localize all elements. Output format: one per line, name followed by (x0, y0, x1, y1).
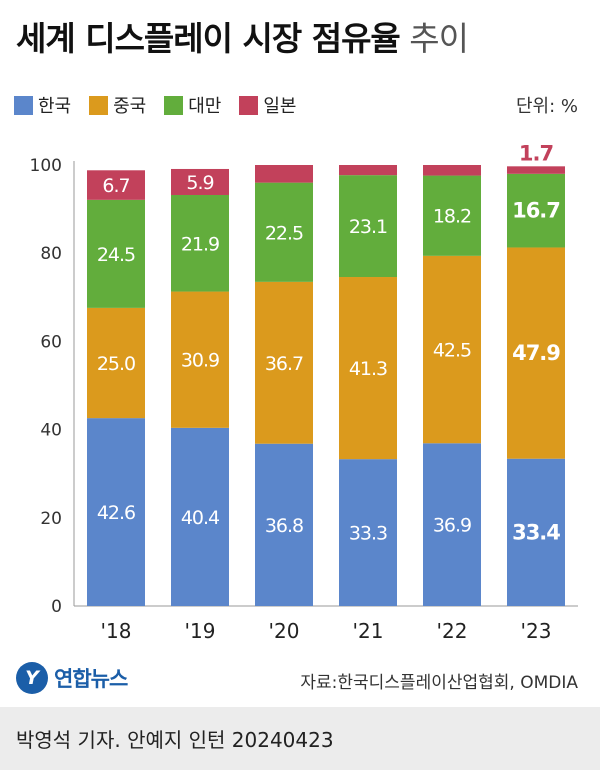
bar-japan (507, 166, 565, 174)
bar-taiwan (87, 199, 145, 308)
chart-title-sub: 추이 (409, 19, 469, 58)
legend-item-korea: 한국 (14, 92, 71, 118)
bar-china (255, 281, 313, 444)
legend-item-taiwan: 대만 (164, 92, 221, 118)
bar-taiwan (423, 175, 481, 256)
yonhap-logo-icon: Y (16, 662, 48, 694)
legend-item-china: 중국 (89, 92, 146, 118)
bar-japan (171, 168, 229, 195)
x-tick-label: '18 (101, 619, 132, 643)
data-label-korea: 42.6 (97, 502, 135, 524)
data-label-japan: 6.7 (102, 175, 129, 197)
legend-swatch-china (89, 95, 109, 115)
y-tick-label: 100 (30, 156, 62, 176)
data-label-taiwan: 21.9 (181, 233, 219, 255)
legend-label-japan: 일본 (263, 96, 297, 117)
x-tick-label: '23 (521, 619, 552, 643)
y-tick-label: 60 (40, 332, 62, 352)
bar-korea (339, 459, 397, 606)
x-tick-label: '22 (437, 619, 468, 643)
data-label-taiwan: 16.7 (512, 199, 560, 223)
source-note: 자료:한국디스플레이산업협회, OMDIA (300, 673, 578, 693)
bar-japan (255, 165, 313, 183)
data-label-korea: 40.4 (181, 507, 220, 529)
bar-china (423, 255, 481, 444)
legend-swatch-japan (239, 95, 259, 115)
data-label-japan: 1.7 (519, 141, 553, 165)
y-tick-label: 20 (40, 509, 62, 529)
bar-korea (507, 458, 565, 606)
logo: Y 연합뉴스 (16, 662, 128, 694)
bar-korea (87, 418, 145, 606)
data-label-taiwan: 23.1 (349, 216, 387, 238)
bar-taiwan (255, 182, 313, 282)
data-label-korea: 33.4 (512, 520, 560, 544)
bar-china (87, 307, 145, 419)
y-tick-label: 0 (51, 597, 62, 617)
data-label-korea: 36.8 (265, 515, 303, 537)
legend-label-korea: 한국 (38, 96, 72, 117)
bar-korea (255, 443, 313, 606)
bar-taiwan (339, 175, 397, 278)
bar-japan (339, 165, 397, 176)
legend-item-japan: 일본 (239, 92, 297, 118)
data-label-korea: 36.9 (433, 515, 471, 537)
data-label-china: 36.7 (265, 353, 303, 375)
bar-japan (423, 165, 481, 176)
bar-taiwan (507, 173, 565, 248)
data-label-japan: 5.9 (186, 172, 213, 194)
bar-china (171, 291, 229, 428)
bar-china (339, 277, 397, 460)
chart-title-main: 세계 디스플레이 시장 점유율 (16, 19, 401, 58)
legend-label-china: 중국 (113, 96, 147, 117)
data-label-taiwan: 22.5 (265, 222, 303, 244)
footer-bar: 박영석 기자. 안예지 인턴 20240423 (0, 707, 600, 770)
data-label-china: 47.9 (512, 341, 560, 365)
logo-text: 연합뉴스 (54, 667, 128, 691)
legend-label-taiwan: 대만 (188, 96, 222, 117)
legend: 한국 중국 대만 일본 (14, 92, 315, 118)
legend-swatch-taiwan (164, 95, 184, 115)
data-label-taiwan: 24.5 (97, 244, 135, 266)
credit-line: 박영석 기자. 안예지 인턴 20240423 (16, 728, 334, 752)
y-tick-label: 40 (40, 421, 62, 441)
stacked-bar-chart: 0 20 40 60 80 100 42.6 25.0 24.5 6.7 '18 40.4 30.9 21… (30, 141, 578, 643)
legend-swatch-korea (14, 95, 33, 115)
x-tick-label: '20 (269, 619, 300, 643)
y-tick-label: 80 (40, 244, 62, 264)
unit-label: 단위: % (515, 96, 578, 117)
x-tick-label: '19 (185, 619, 216, 643)
x-tick-label: '21 (353, 619, 384, 643)
bar-korea (171, 427, 229, 606)
bar-japan (87, 170, 145, 200)
data-label-taiwan: 18.2 (433, 206, 471, 228)
chart-title: 세계 디스플레이 시장 점유율 추이 (16, 12, 469, 60)
data-label-korea: 33.3 (349, 523, 387, 545)
bar-taiwan (171, 194, 229, 292)
data-label-china: 42.5 (433, 340, 471, 362)
bar-korea (423, 443, 481, 606)
data-label-china: 30.9 (181, 350, 219, 372)
data-label-china: 41.3 (349, 358, 387, 380)
data-label-china: 25.0 (97, 353, 135, 375)
bar-china (507, 247, 565, 459)
